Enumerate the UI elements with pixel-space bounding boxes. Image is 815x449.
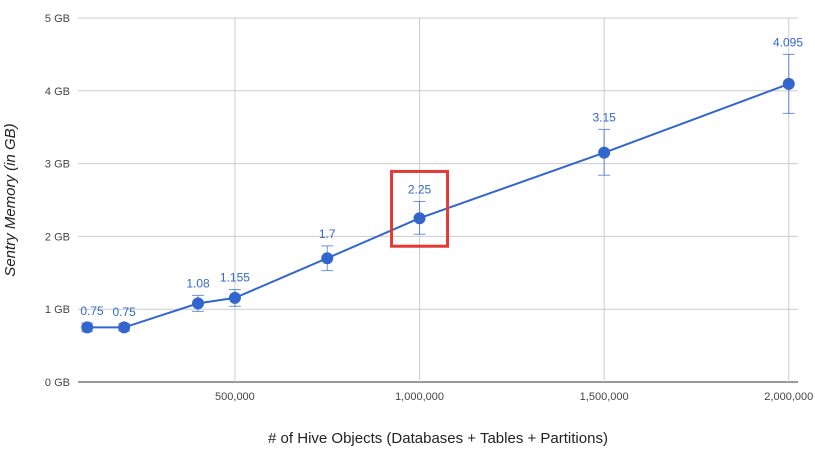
data-point <box>192 297 204 310</box>
x-axis: 500,000 1,000,000 1,500,000 2,000,000 <box>215 391 813 403</box>
y-tick-label: 4 GB <box>45 86 70 98</box>
data-point <box>598 146 611 159</box>
data-point <box>81 321 94 334</box>
highlight-boxes <box>390 169 450 248</box>
y-tick-label: 2 GB <box>45 231 70 243</box>
series-line <box>87 82 790 329</box>
y-tick-label: 1 GB <box>45 304 70 316</box>
x-tick-label: 1,500,000 <box>580 391 629 403</box>
data-point <box>118 321 131 334</box>
x-axis-title: # of Hive Objects (Databases + Tables + … <box>268 430 608 447</box>
data-point <box>228 291 241 304</box>
x-tick-label: 2,000,000 <box>764 391 813 403</box>
data-label: 0.75 <box>80 304 104 318</box>
data-label: 4.095 <box>773 35 803 49</box>
data-points <box>81 77 795 334</box>
data-label: 0.75 <box>112 305 136 319</box>
data-label: 1.7 <box>319 227 336 241</box>
data-label: 3.15 <box>592 110 616 124</box>
data-point <box>782 77 795 90</box>
data-labels: 0.75 0.75 1.08 1.155 1.7 2.25 3.15 4.095 <box>80 35 803 318</box>
y-tick-label: 0 GB <box>45 377 70 389</box>
y-tick-label: 3 GB <box>45 159 70 171</box>
data-point <box>413 212 426 225</box>
series-lines <box>87 82 790 329</box>
grid <box>78 17 798 383</box>
x-tick-label: 500,000 <box>215 391 255 403</box>
data-label: 1.08 <box>186 276 210 290</box>
y-tick-label: 5 GB <box>45 13 70 25</box>
y-axis: 0 GB 1 GB 2 GB 3 GB 4 GB 5 GB <box>45 13 70 389</box>
x-tick-label: 1,000,000 <box>395 391 444 403</box>
data-point <box>321 252 334 265</box>
data-label: 2.25 <box>408 182 432 196</box>
y-axis-title: Sentry Memory (in GB) <box>2 123 19 276</box>
highlight-box <box>390 169 450 248</box>
data-label: 1.155 <box>220 271 250 285</box>
